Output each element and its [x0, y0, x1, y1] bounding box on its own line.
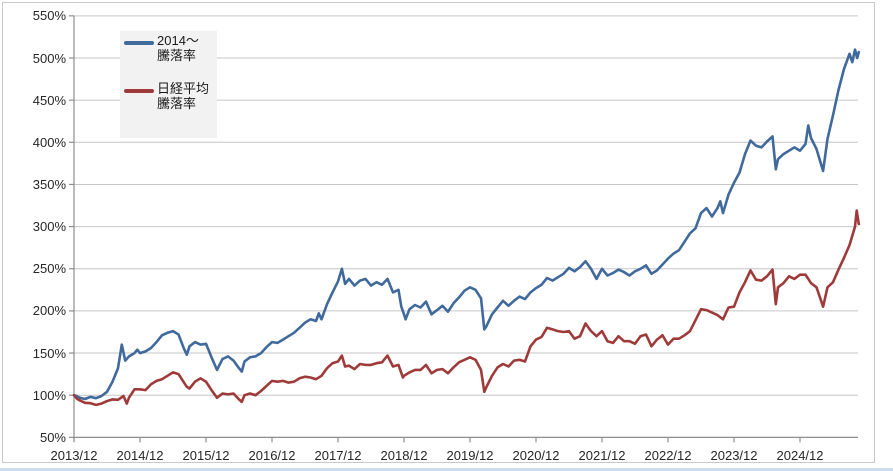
x-axis-label: 2017/12	[314, 448, 362, 463]
x-axis-label: 2023/12	[710, 448, 758, 463]
legend-label-nikkei-line1: 日経平均	[157, 81, 210, 96]
legend-label-2014-line1: 2014〜	[157, 33, 199, 48]
y-axis-label: 100%	[32, 387, 66, 403]
x-axis-label: 2016/12	[248, 448, 296, 463]
x-axis-label: 2022/12	[644, 448, 692, 463]
y-axis-label: 350%	[32, 176, 66, 192]
legend-label-nikkei-line2: 騰落率	[157, 96, 197, 111]
y-axis-label: 500%	[32, 50, 66, 66]
x-axis-label: 2014/12	[116, 448, 164, 463]
series-lines	[72, 48, 861, 407]
x-axis-label: 2013/12	[50, 448, 98, 463]
x-axis-label: 2018/12	[380, 448, 428, 463]
y-axis-label: 300%	[32, 219, 66, 235]
window-bottom-edge	[0, 468, 893, 471]
x-axis-label: 2024/12	[776, 448, 824, 463]
x-axis-label: 2020/12	[512, 448, 560, 463]
y-axis-label: 400%	[32, 134, 66, 150]
axes	[69, 15, 858, 443]
legend: 2014〜 騰落率 日経平均 騰落率	[120, 31, 217, 138]
y-axis-label: 250%	[32, 261, 66, 277]
series-line-2014	[72, 48, 861, 401]
y-axis-label: 200%	[32, 303, 66, 319]
y-axis-label: 150%	[32, 345, 66, 361]
y-axis-label: 50%	[39, 429, 66, 445]
x-axis-label: 2015/12	[182, 448, 230, 463]
y-axis-label: 450%	[32, 92, 66, 108]
x-axis-label: 2019/12	[446, 448, 494, 463]
legend-swatch-nikkei	[124, 89, 154, 93]
legend-label-2014-line2: 騰落率	[157, 48, 197, 63]
legend-swatch-2014	[124, 41, 154, 45]
y-axis-label: 550%	[32, 8, 66, 24]
series-line-nikkei	[72, 209, 861, 407]
x-axis-label: 2021/12	[578, 448, 626, 463]
